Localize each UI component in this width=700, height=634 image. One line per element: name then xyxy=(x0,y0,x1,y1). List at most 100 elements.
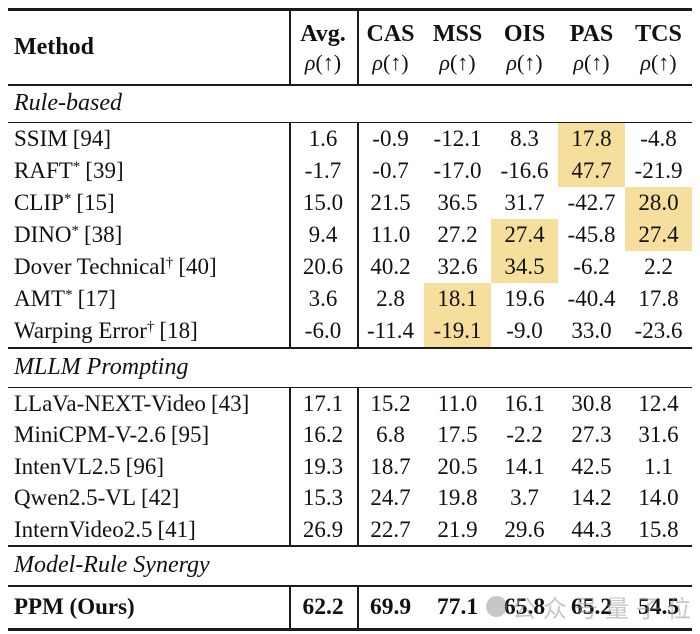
avg-value: 20.6 xyxy=(302,254,344,280)
table-row: Qwen2.5-VL [42] 15.3 24.7 19.8 3.7 14.2 1… xyxy=(8,483,692,514)
tcs-value: 31.6 xyxy=(638,422,679,448)
section-label-rule-based: Rule-based xyxy=(14,90,122,117)
cas-value: 69.9 xyxy=(369,593,412,620)
ois-value: 31.7 xyxy=(504,190,545,216)
ois-value: 3.7 xyxy=(510,485,539,511)
mss-value: 18.1 xyxy=(424,283,491,316)
cas-value: 24.7 xyxy=(370,485,411,511)
ours-row-block: PPM (Ours) 62.2 69.9 77.1 65.8 65.2 54.5 xyxy=(8,586,692,628)
avg-value: -6.0 xyxy=(304,318,342,344)
mid-rule xyxy=(8,584,692,587)
pas-value: 47.7 xyxy=(558,155,625,188)
method-ref: [43] xyxy=(210,391,250,417)
method-ref: [41] xyxy=(157,516,196,542)
col-metric: ρ(↑) xyxy=(372,49,409,75)
avg-value: 19.3 xyxy=(302,453,344,479)
avg-value: 26.9 xyxy=(302,516,344,542)
method-name: LLaVa-NEXT-Video xyxy=(14,391,206,417)
table-row-ours: PPM (Ours) 62.2 69.9 77.1 65.8 65.2 54.5 xyxy=(8,587,692,628)
avg-value: 15.0 xyxy=(302,190,344,216)
cas-value: -11.4 xyxy=(366,318,415,344)
avg-value: 9.4 xyxy=(308,222,338,248)
cas-value: -0.9 xyxy=(372,126,409,152)
cas-value: 22.7 xyxy=(370,516,411,542)
method-ref: [38] xyxy=(84,222,123,248)
pas-value: 17.8 xyxy=(558,123,625,156)
method-name: RAFT xyxy=(14,158,73,184)
col-metric: ρ(↑) xyxy=(439,49,476,75)
method-name: CLIP xyxy=(14,190,64,216)
mss-value: -17.0 xyxy=(433,158,482,184)
tcs-value: 15.8 xyxy=(638,516,679,542)
method-name: DINO xyxy=(14,222,72,248)
col-header-cas: CAS ρ(↑) xyxy=(357,19,424,77)
tcs-value: 14.0 xyxy=(638,485,679,511)
col-label: CAS xyxy=(366,20,415,47)
col-label: MSS xyxy=(432,20,483,47)
tcs-value: -23.6 xyxy=(634,318,683,344)
table-row: Dover Technical† [40] 20.6 40.2 32.6 34.5… xyxy=(8,251,692,284)
table-row: AMT* [17] 3.6 2.8 18.1 19.6 -40.4 17.8 xyxy=(8,283,692,316)
mid-rule xyxy=(8,84,692,86)
method-cell: Qwen2.5-VL [42] xyxy=(8,485,289,511)
tcs-value: 2.2 xyxy=(644,254,673,280)
method-cell: RAFT* [39] xyxy=(8,158,289,184)
mss-value: 36.5 xyxy=(437,190,478,216)
method-cell: Warping Error† [18] xyxy=(8,318,289,344)
col-label: PAS xyxy=(569,20,614,47)
method-ref: [94] xyxy=(72,126,112,152)
method-ref: [18] xyxy=(159,318,198,344)
method-cell: IntenVL2.5 [96] xyxy=(8,454,289,480)
col-metric: ρ(↑) xyxy=(304,49,342,75)
section-label-mllm-prompting: MLLM Prompting xyxy=(14,354,189,381)
table-row: Warping Error† [18] -6.0 -11.4 -19.1 -9.0… xyxy=(8,315,692,348)
col-header-avg: Avg. ρ(↑) xyxy=(289,19,357,77)
pas-value: -6.2 xyxy=(573,254,610,280)
mss-value: -12.1 xyxy=(433,126,482,152)
method-name: SSIM xyxy=(14,126,68,152)
avg-value: 62.2 xyxy=(302,593,344,620)
tcs-value: 12.4 xyxy=(638,391,679,417)
vertical-rule xyxy=(289,388,291,546)
ois-value: 34.5 xyxy=(491,251,558,284)
avg-value: -1.7 xyxy=(304,158,342,184)
pas-value: 44.3 xyxy=(571,516,612,542)
method-marker: * xyxy=(72,159,81,176)
pas-value: 42.5 xyxy=(571,453,612,479)
col-metric: ρ(↑) xyxy=(506,49,543,75)
method-cell: LLaVa-NEXT-Video [43] xyxy=(8,391,289,417)
tcs-value: 17.8 xyxy=(638,286,679,312)
vertical-rule xyxy=(289,586,291,628)
method-name: Warping Error xyxy=(14,318,147,344)
table-row: SSIM [94] 1.6 -0.9 -12.1 8.3 17.8 -4.8 xyxy=(8,123,692,156)
tcs-value: 1.1 xyxy=(644,453,673,479)
cas-value: 21.5 xyxy=(370,190,411,216)
col-label: Avg. xyxy=(300,20,346,47)
method-ref: [17] xyxy=(77,286,116,312)
ois-value: -16.6 xyxy=(500,158,549,184)
ois-value: 65.8 xyxy=(503,593,546,620)
table-header: Method Avg. ρ(↑) CAS ρ(↑) MSS ρ(↑) OIS ρ… xyxy=(8,11,692,84)
cas-value: 18.7 xyxy=(370,453,411,479)
mss-value: 77.1 xyxy=(436,593,479,620)
ois-value: 19.6 xyxy=(504,286,545,312)
ois-value: 16.1 xyxy=(504,391,545,417)
method-marker: * xyxy=(65,287,73,304)
vertical-rule xyxy=(289,123,291,348)
vertical-rule xyxy=(357,586,359,628)
mid-rule xyxy=(8,545,692,547)
method-column-header: Method xyxy=(14,34,94,60)
ois-value: 29.6 xyxy=(504,516,545,542)
col-header-mss: MSS ρ(↑) xyxy=(424,19,491,77)
method-marker: * xyxy=(63,191,72,208)
cas-value: 2.8 xyxy=(376,286,405,312)
ois-value: 14.1 xyxy=(504,453,545,479)
method-cell: AMT* [17] xyxy=(8,286,289,312)
pas-value: -42.7 xyxy=(567,190,616,216)
tcs-value: 27.4 xyxy=(625,219,692,252)
method-marker: * xyxy=(71,223,80,240)
benchmark-table: Method Avg. ρ(↑) CAS ρ(↑) MSS ρ(↑) OIS ρ… xyxy=(8,8,692,631)
mss-value: 17.5 xyxy=(437,422,478,448)
col-label: OIS xyxy=(503,20,546,47)
